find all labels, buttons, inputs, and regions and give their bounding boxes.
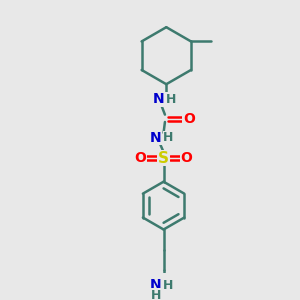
Text: O: O xyxy=(183,112,195,126)
Text: N: N xyxy=(150,131,162,145)
Text: S: S xyxy=(158,151,169,166)
Text: H: H xyxy=(163,279,174,292)
Text: H: H xyxy=(163,131,174,144)
Text: H: H xyxy=(151,289,161,300)
Text: H: H xyxy=(166,93,176,106)
Text: N: N xyxy=(153,92,164,106)
Text: O: O xyxy=(135,151,146,165)
Text: O: O xyxy=(181,151,193,165)
Text: N: N xyxy=(150,278,162,292)
